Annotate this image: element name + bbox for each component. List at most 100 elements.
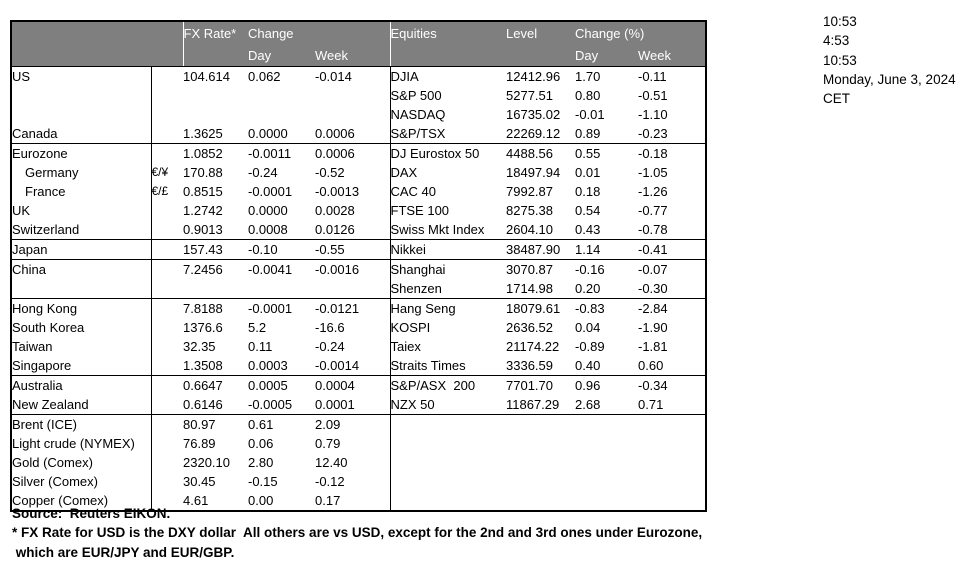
eq-level-subheader-spacer	[506, 46, 575, 67]
fx-day-change: -0.24	[248, 165, 278, 180]
fx-week-change: 12.40	[315, 455, 348, 470]
table-row: Japan 157.43 -0.10 -0.55 Nikkei 38487.90 1.14-…	[11, 239, 706, 260]
equity-week-change: -1.90	[638, 320, 668, 335]
table-row: Shenzen 1714.98 0.20 -0.30	[11, 279, 706, 299]
currency-pair-label	[151, 86, 183, 105]
equity-week-change: 0.71	[638, 395, 706, 415]
fx-week-change: -16.6	[315, 320, 345, 335]
equity-level: 1714.98	[506, 279, 575, 299]
fx-rate-value: 157.43	[183, 239, 248, 260]
fx-rate-value: 0.6647	[183, 378, 223, 393]
table-row: China 7.2456 -0.0041 -0.0016 Shanghai 3070.87…	[11, 259, 706, 279]
fx-rate-subheader-spacer	[183, 46, 248, 67]
equity-week-change: -0.30	[638, 279, 706, 299]
equity-day-change: 0.96	[575, 378, 601, 393]
equity-name: DJIA	[389, 66, 506, 86]
row-label: UK	[11, 201, 152, 220]
fx-day-change: 0.61	[248, 417, 274, 432]
fx-rate-value: 0.9013	[183, 220, 248, 240]
fx-week-change: 2.09	[315, 417, 341, 432]
equity-week-change: -0.34	[638, 378, 668, 393]
equity-level: 11867.29	[506, 395, 575, 415]
equity-day-change: 0.01	[575, 165, 601, 180]
fx-day-change	[248, 105, 315, 124]
equity-day-change: 0.54	[575, 203, 601, 218]
currency-pair-label	[151, 376, 183, 396]
equity-day-change: 1.14	[575, 239, 638, 260]
equity-level: 7992.87	[506, 184, 553, 199]
equity-level: 3070.87	[506, 262, 553, 277]
fx-week-change: 0.17	[315, 493, 341, 508]
currency-pair-label	[151, 299, 183, 319]
clock-panel: 10:53 4:53 10:53 Monday, June 3, 2024 CE…	[823, 12, 956, 108]
equity-day-change: 2.68	[575, 395, 638, 415]
row-label: Light crude (NYMEX)	[11, 434, 152, 453]
fx-week-change: 0.0001	[315, 395, 390, 415]
equity-name: DAX	[389, 163, 506, 182]
equity-day-change: -0.89	[575, 339, 605, 354]
table-row: Brent (ICE) 80.97 0.61 2.09	[11, 414, 706, 434]
equity-level	[506, 434, 575, 453]
footer-notes: Source: Reuters EIKON. * FX Rate for USD…	[12, 504, 702, 562]
currency-pair-label: €/¥	[151, 165, 169, 179]
fx-rate-value: 170.88	[183, 165, 223, 180]
fx-label-header-cell	[11, 21, 184, 46]
equity-week-change: -0.07	[638, 262, 668, 277]
equity-level: 18079.61	[506, 301, 561, 316]
table-row: Light crude (NYMEX) 76.89 0.06 0.79	[11, 434, 706, 453]
fx-day-change: -0.10	[248, 239, 315, 260]
equity-week-change: -0.18	[638, 146, 668, 161]
equity-day-change: 0.20	[575, 279, 638, 299]
fx-day-change: 0.0003	[248, 356, 315, 376]
row-label: Taiwan	[11, 337, 152, 356]
equity-day-change	[575, 472, 638, 491]
fx-week-change: -0.0014	[315, 356, 390, 376]
fx-rate-value: 0.8515	[183, 184, 223, 199]
fx-rate-value: 4.61	[183, 493, 209, 508]
fx-footnote-line2: which are EUR/JPY and EUR/GBP.	[12, 544, 235, 560]
fx-week-change: -0.0013	[315, 184, 360, 199]
equity-week-change	[638, 472, 706, 491]
level-header: Level	[506, 21, 575, 46]
fx-rate-value: 0.6146	[183, 395, 248, 415]
equity-name: S&P/TSX	[389, 124, 506, 144]
row-label: Switzerland	[11, 220, 152, 240]
currency-pair-label	[151, 434, 183, 453]
table-row: Switzerland 0.9013 0.0008 0.0126 Swiss Mkt I…	[11, 220, 706, 240]
row-label: Germany	[11, 163, 152, 182]
currency-pair-label	[151, 220, 183, 240]
equity-name: Straits Times	[389, 356, 506, 376]
equity-name: Taiex	[389, 337, 506, 356]
fx-week-change: 0.0004	[315, 378, 355, 393]
currency-pair-label	[151, 453, 183, 472]
equity-name	[389, 472, 506, 491]
row-label: China	[11, 259, 152, 279]
fx-week-change: 0.0006	[315, 146, 355, 161]
equity-week-change: -1.10	[638, 107, 668, 122]
fx-day-change: 0.11	[248, 339, 273, 354]
fx-day-change: -0.15	[248, 474, 278, 489]
equity-level	[506, 453, 575, 472]
row-label	[11, 86, 152, 105]
equity-name: CAC 40	[389, 182, 506, 201]
equity-level: 7701.70	[506, 378, 553, 393]
row-label: Silver (Comex)	[11, 472, 152, 491]
equity-week-change: -2.84	[638, 301, 668, 316]
currency-pair-label	[151, 201, 183, 220]
fx-week-change: -0.014	[315, 69, 352, 84]
equity-week-change: -0.23	[638, 124, 706, 144]
row-label: Singapore	[11, 356, 152, 376]
table-row: Gold (Comex) 2320.10 2.80 12.40	[11, 453, 706, 472]
equity-day-change: -0.01	[575, 107, 605, 122]
source-note: Source: Reuters EIKON.	[12, 506, 171, 521]
equity-level: 12412.96	[506, 69, 561, 84]
equity-level: 4488.56	[506, 146, 553, 161]
fx-rate-value: 1.2742	[183, 203, 223, 218]
fx-rate-value: 2320.10	[183, 455, 230, 470]
fx-week-change: -0.55	[315, 239, 390, 260]
fx-day-change	[248, 279, 315, 299]
table-row: Australia 0.6647 0.0005 0.0004 S&P/ASX 200 77…	[11, 375, 706, 396]
fx-rate-value: 32.35	[183, 339, 216, 354]
equity-week-change: -0.77	[638, 203, 668, 218]
